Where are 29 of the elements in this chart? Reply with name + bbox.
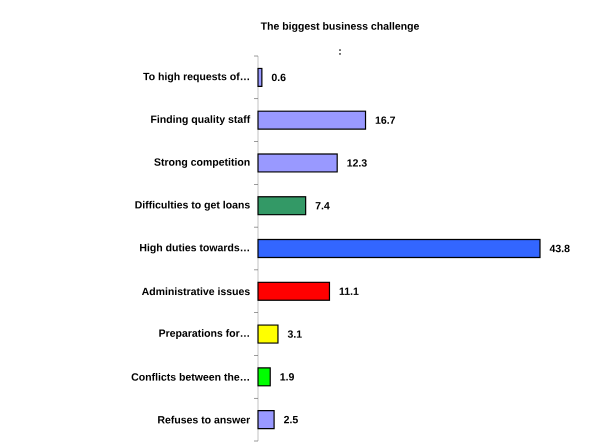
- y-tick-label: Difficulties to get loans: [135, 200, 250, 211]
- data-label: 1.9: [280, 373, 294, 381]
- bar: [257, 68, 262, 87]
- y-tick-label: Administrative issues: [142, 287, 250, 296]
- data-label: 3.1: [288, 330, 302, 338]
- y-tick-label: Strong competition: [154, 158, 250, 168]
- data-label: 43.8: [550, 244, 570, 252]
- bar: [257, 324, 279, 344]
- y-tick-label: High duties towards…: [140, 244, 249, 254]
- y-tick-label: To high requests of…: [143, 72, 250, 82]
- data-label: 16.7: [376, 116, 396, 124]
- bar: [257, 110, 366, 130]
- data-label: 7.4: [316, 202, 330, 210]
- y-tick-label: Refuses to answer: [158, 416, 250, 424]
- bar: [257, 153, 338, 173]
- bar: [257, 238, 541, 258]
- bar: [257, 282, 330, 301]
- chart-subtitle: :: [339, 49, 341, 55]
- chart-title: The biggest business challenge: [260, 22, 419, 32]
- data-label: 11.1: [340, 288, 359, 295]
- data-label: 0.6: [272, 74, 286, 82]
- y-tick-label: Preparations for…: [159, 329, 249, 339]
- y-tick-label: Conflicts between the…: [132, 372, 249, 381]
- y-tick-label: Finding quality staff: [151, 115, 250, 126]
- bar: [257, 367, 271, 386]
- data-label: 12.3: [347, 159, 367, 167]
- bar: [257, 410, 275, 430]
- bar: [257, 196, 306, 216]
- data-label: 2.5: [284, 416, 298, 424]
